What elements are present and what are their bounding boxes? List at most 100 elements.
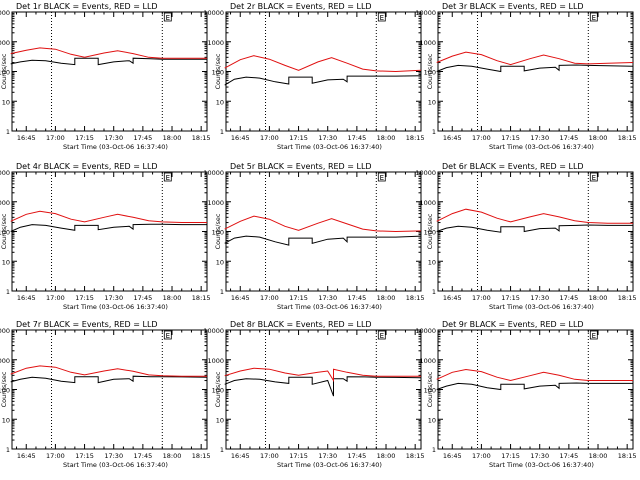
y-tick-label: 1000 <box>0 199 10 207</box>
y-tick-label: 10 <box>428 98 436 106</box>
y-tick-label: 10000 <box>203 169 224 177</box>
y-tick-label: 10000 <box>415 9 436 17</box>
y-tick-label: 1000 <box>0 357 10 365</box>
x-tick-label: 16:45 <box>231 452 250 460</box>
plot-frame <box>11 329 208 450</box>
events-series-line <box>10 223 207 232</box>
lld-series-line <box>436 368 633 382</box>
lld-series-line <box>224 367 421 383</box>
y-tick-label: 1 <box>432 288 436 296</box>
flag-label: E <box>166 332 170 340</box>
y-axis-label: Counts/sec <box>214 213 222 249</box>
y-tick-label: 10 <box>2 98 10 106</box>
y-tick-label: 1000 <box>419 199 436 207</box>
x-tick-label: 16:45 <box>443 294 462 302</box>
y-tick-label: 1 <box>432 446 436 454</box>
y-axis-label: Counts/sec <box>0 53 8 89</box>
y-tick-label: 10000 <box>203 327 224 335</box>
x-tick-label: 17:15 <box>75 294 94 302</box>
x-tick-label: 17:30 <box>530 452 549 460</box>
lld-series-line <box>436 208 633 224</box>
y-tick-label: 1 <box>6 446 10 454</box>
events-series-line <box>224 75 422 86</box>
x-tick-label: 18:00 <box>377 294 396 302</box>
events-series-line <box>436 64 634 73</box>
x-tick-label: 18:00 <box>163 134 182 142</box>
chart-title: Det 2r BLACK = Events, RED = LLD <box>230 2 372 11</box>
x-tick-label: 17:15 <box>75 452 94 460</box>
x-tick-label: 17:45 <box>133 294 152 302</box>
y-tick-label: 10000 <box>415 169 436 177</box>
lld-series-line <box>436 51 634 66</box>
x-axis-label: Start Time (03-Oct-06 16:37:40) <box>489 303 594 311</box>
panel-det-7: Det 7r BLACK = Events, RED = LLD 1 10 100 10… <box>0 320 211 469</box>
x-tick-label: 17:15 <box>289 452 308 460</box>
x-tick-label: 17:15 <box>501 452 520 460</box>
x-tick-label: 17:30 <box>318 452 337 460</box>
panel-det-8: Det 8r BLACK = Events, RED = LLD 1 10 100 10… <box>203 320 424 469</box>
x-tick-label: 17:00 <box>472 134 491 142</box>
x-tick-label: 16:45 <box>231 134 250 142</box>
y-tick-label: 10 <box>2 416 10 424</box>
y-tick-label: 1000 <box>0 39 10 47</box>
x-tick-label: 16:45 <box>443 134 462 142</box>
x-tick-label: 17:45 <box>133 134 152 142</box>
x-tick-label: 17:45 <box>347 452 366 460</box>
x-tick-label: 18:00 <box>589 294 608 302</box>
x-tick-label: 17:30 <box>104 134 123 142</box>
x-tick-label: 17:15 <box>501 134 520 142</box>
x-tick-label: 18:15 <box>406 452 425 460</box>
x-tick-label: 17:00 <box>260 134 279 142</box>
y-tick-label: 1000 <box>207 199 224 207</box>
lld-series-line <box>224 55 422 73</box>
x-tick-label: 17:30 <box>104 294 123 302</box>
y-tick-label: 100 <box>424 387 436 395</box>
flag-box <box>589 172 598 182</box>
x-tick-label: 17:00 <box>472 452 491 460</box>
x-axis-label: Start Time (03-Oct-06 16:37:40) <box>63 143 168 151</box>
x-tick-label: 17:00 <box>472 294 491 302</box>
events-series-line <box>436 382 633 391</box>
chart-title: Det 4r BLACK = Events, RED = LLD <box>16 162 158 171</box>
y-tick-label: 100 <box>0 387 10 395</box>
x-tick-label: 17:15 <box>289 294 308 302</box>
x-tick-label: 18:15 <box>406 294 425 302</box>
chart-title: Det 7r BLACK = Events, RED = LLD <box>16 320 158 329</box>
x-tick-label: 17:45 <box>133 452 152 460</box>
lld-series-line <box>224 215 422 233</box>
x-axis-label: Start Time (03-Oct-06 16:37:40) <box>489 461 594 469</box>
y-tick-label: 1000 <box>419 39 436 47</box>
flag-box <box>163 330 172 340</box>
y-axis-label: Counts/sec <box>214 371 222 407</box>
chart-title: Det 5r BLACK = Events, RED = LLD <box>230 162 372 171</box>
flag-label: E <box>592 14 596 22</box>
events-series-line <box>224 235 422 246</box>
x-tick-label: 17:00 <box>46 134 65 142</box>
x-tick-label: 17:45 <box>347 294 366 302</box>
plot-frame <box>437 329 634 450</box>
lld-series-line <box>10 365 207 377</box>
y-tick-label: 100 <box>424 229 436 237</box>
y-tick-label: 10 <box>428 258 436 266</box>
x-tick-label: 17:45 <box>559 294 578 302</box>
x-tick-label: 18:00 <box>377 452 396 460</box>
x-tick-label: 16:45 <box>17 452 36 460</box>
flag-label: E <box>592 332 596 340</box>
y-tick-label: 10000 <box>203 9 224 17</box>
y-tick-label: 1 <box>220 288 224 296</box>
panel-det-2: Det 2r BLACK = Events, RED = LLD 1 10 100 10… <box>203 2 424 151</box>
chart-title: Det 6r BLACK = Events, RED = LLD <box>442 162 584 171</box>
x-tick-label: 18:15 <box>192 294 211 302</box>
x-tick-label: 17:15 <box>289 134 308 142</box>
x-axis-label: Start Time (03-Oct-06 16:37:40) <box>489 143 594 151</box>
events-series-line <box>224 376 422 397</box>
plot-frame <box>225 329 422 450</box>
y-tick-label: 10 <box>428 416 436 424</box>
flag-box <box>377 12 386 22</box>
x-tick-label: 17:30 <box>530 294 549 302</box>
x-axis-label: Start Time (03-Oct-06 16:37:40) <box>63 303 168 311</box>
x-tick-label: 17:15 <box>501 294 520 302</box>
x-tick-label: 17:30 <box>530 134 549 142</box>
x-tick-label: 17:45 <box>559 452 578 460</box>
x-tick-label: 16:45 <box>231 294 250 302</box>
